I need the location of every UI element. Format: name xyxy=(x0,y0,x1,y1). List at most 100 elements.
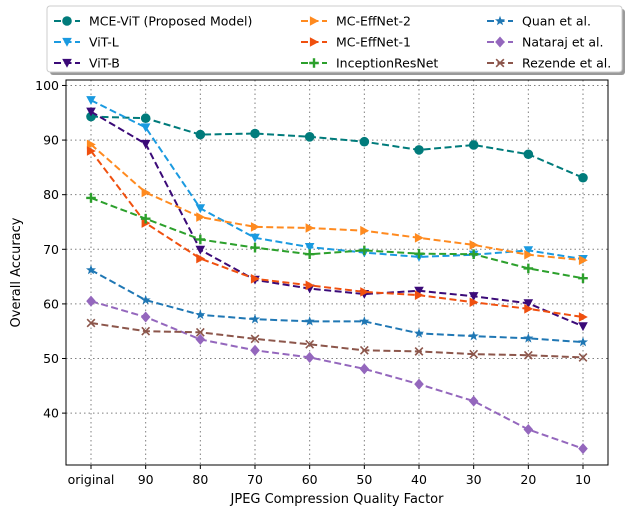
y-tick-label: 50 xyxy=(43,351,59,366)
data-point xyxy=(250,128,260,139)
data-point xyxy=(413,328,425,338)
x-tick-label: original xyxy=(68,472,115,487)
x-tick-label: 70 xyxy=(247,472,263,487)
x-tick-label: 50 xyxy=(356,472,372,487)
data-point xyxy=(140,311,151,323)
x-axis-label: JPEG Compression Quality Factor xyxy=(230,492,445,507)
data-point xyxy=(468,249,479,260)
series-lines xyxy=(85,96,589,455)
data-point xyxy=(86,107,96,117)
data-point xyxy=(195,333,206,345)
data-point xyxy=(304,131,315,142)
legend: MCE-ViT (Proposed Model) ViT-L ViT-B MC-Eff… xyxy=(46,5,625,75)
y-tick-label: 90 xyxy=(43,133,59,148)
data-point xyxy=(195,204,206,214)
series-line xyxy=(90,150,584,318)
series-7 xyxy=(86,295,588,455)
data-point xyxy=(195,234,206,245)
legend-marker xyxy=(62,58,72,68)
y-tick-label: 40 xyxy=(43,406,59,421)
legend-label: ViT-L xyxy=(89,35,119,50)
data-point xyxy=(577,336,589,347)
series-1 xyxy=(86,96,588,264)
data-point xyxy=(523,246,534,256)
legend-marker xyxy=(309,16,319,26)
data-point xyxy=(523,333,534,343)
legend-label: MCE-ViT (Proposed Model) xyxy=(89,14,252,29)
x-tick-label: 30 xyxy=(466,472,482,487)
data-point xyxy=(86,139,96,150)
data-point xyxy=(414,233,424,243)
series-3 xyxy=(86,139,588,266)
data-point xyxy=(86,96,96,106)
data-point xyxy=(360,225,370,236)
legend-item: MC-EffNet-2 xyxy=(301,14,411,29)
y-tick-label: 80 xyxy=(43,187,59,202)
data-point xyxy=(524,249,534,260)
data-point xyxy=(86,318,96,328)
data-point xyxy=(359,136,370,147)
data-point xyxy=(414,286,424,296)
legend-item: ViT-L xyxy=(54,35,119,50)
data-point xyxy=(359,245,370,256)
x-tick-label: 90 xyxy=(138,472,154,487)
series-line xyxy=(90,197,584,280)
series-line xyxy=(90,110,584,328)
data-point xyxy=(414,290,424,300)
data-point xyxy=(140,213,151,224)
data-point xyxy=(578,443,588,455)
data-point xyxy=(304,351,315,363)
series-4 xyxy=(86,146,588,322)
legend-label: InceptionResNet xyxy=(336,56,438,71)
data-point xyxy=(196,253,206,264)
data-point xyxy=(468,292,479,302)
data-point xyxy=(250,222,260,232)
data-point xyxy=(250,242,260,253)
legend-marker xyxy=(495,36,505,48)
axis-ticks: original 90 80 70 60 50 40 30 20 10 40 50 60 70 80 90 10… xyxy=(35,78,591,487)
data-point xyxy=(140,294,151,305)
x-tick-label: 20 xyxy=(520,472,536,487)
data-point xyxy=(140,139,151,149)
data-point xyxy=(523,149,534,160)
y-tick-label: 60 xyxy=(43,296,59,311)
data-point xyxy=(195,327,205,337)
data-point xyxy=(305,339,315,349)
x-tick-label: 40 xyxy=(411,472,427,487)
data-point xyxy=(304,249,315,260)
data-point xyxy=(414,378,424,390)
data-point xyxy=(359,316,370,326)
data-point xyxy=(524,304,534,314)
data-point xyxy=(305,280,315,291)
x-tick-label: 80 xyxy=(192,472,208,487)
series-line xyxy=(90,322,584,359)
data-point xyxy=(140,123,151,133)
series-line xyxy=(90,300,584,450)
series-line xyxy=(90,115,584,179)
data-point xyxy=(196,212,206,222)
legend-marker xyxy=(62,37,72,47)
data-point xyxy=(250,334,260,344)
legend-label: Rezende et al. xyxy=(522,56,611,71)
legend-item: MC-EffNet-1 xyxy=(301,35,411,50)
legend-label: MC-EffNet-2 xyxy=(336,14,411,29)
data-point xyxy=(468,140,479,150)
data-point xyxy=(250,273,260,284)
data-point xyxy=(86,295,96,307)
legend-item: InceptionResNet xyxy=(301,56,438,71)
grid xyxy=(66,80,608,465)
data-point xyxy=(469,297,479,308)
legend-item: Quan et al. xyxy=(487,14,591,29)
data-point xyxy=(195,309,206,320)
data-point xyxy=(195,245,206,255)
legend-item: ViT-B xyxy=(54,56,120,71)
data-point xyxy=(523,299,534,309)
legend-marker xyxy=(309,58,319,68)
plot-frame xyxy=(65,79,609,466)
legend-marker xyxy=(62,16,72,26)
data-point xyxy=(86,193,96,203)
legend-item: MCE-ViT (Proposed Model) xyxy=(54,14,252,29)
legend-label: MC-EffNet-1 xyxy=(336,35,411,50)
data-point xyxy=(141,326,151,336)
